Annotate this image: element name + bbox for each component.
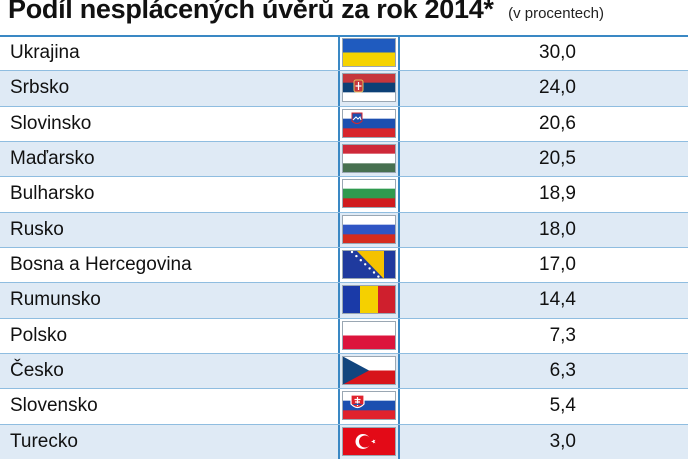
value-cell: 14,4 — [539, 289, 576, 311]
serbia-flag-icon — [342, 73, 396, 103]
country-name: Bosna a Hercegovina — [10, 254, 192, 275]
value-cell: 24,0 — [539, 77, 576, 99]
table-top-rule — [0, 35, 688, 37]
bosnia-flag-icon — [342, 250, 396, 279]
data-table: Turecko 3,0 Slovensko 5,4 Česko 6,3 Polsko … — [0, 35, 688, 459]
table-row: Rumunsko 14,4 — [0, 282, 688, 318]
row-divider — [0, 388, 688, 390]
value-cell: 20,5 — [539, 148, 576, 169]
value-cell: 17,0 — [539, 254, 576, 275]
country-name: Ukrajina — [10, 42, 80, 63]
romania-flag-icon — [342, 285, 396, 315]
table-row: Srbsko 24,0 — [0, 70, 688, 106]
table-row: Ukrajina 30,0 — [0, 35, 688, 70]
country-name: Srbsko — [10, 77, 70, 99]
russia-flag-icon — [342, 214, 396, 244]
row-divider — [0, 70, 688, 72]
turkey-flag-icon — [342, 426, 396, 456]
table-row: Rusko 18,0 — [0, 211, 688, 247]
row-divider — [0, 423, 688, 425]
value-cell: 6,3 — [549, 360, 576, 381]
row-divider — [0, 353, 688, 354]
chart-header: Podíl nesplácených úvěrů za rok 2014* (v… — [8, 0, 688, 30]
bulgaria-flag-icon — [342, 179, 396, 209]
slovakia-flag-icon — [342, 391, 396, 421]
value-cell: 18,9 — [539, 183, 576, 205]
row-divider — [0, 141, 688, 142]
table-row: Maďarsko 20,5 — [0, 141, 688, 177]
country-name: Rusko — [10, 218, 64, 240]
country-name: Rumunsko — [10, 289, 101, 311]
table-row: Slovinsko 20,6 — [0, 106, 688, 141]
row-divider — [0, 247, 688, 248]
value-cell: 7,3 — [549, 324, 576, 346]
czechia-flag-icon — [342, 356, 396, 385]
ukraine-flag-icon — [342, 38, 396, 67]
country-name: Slovensko — [10, 395, 98, 417]
row-divider — [0, 317, 688, 319]
country-name: Maďarsko — [10, 148, 95, 169]
country-name: Turecko — [10, 430, 78, 452]
value-cell: 3,0 — [549, 430, 576, 452]
table-row: Bulharsko 18,9 — [0, 176, 688, 211]
chart-title: Podíl nesplácených úvěrů za rok 2014* — [8, 0, 494, 24]
row-divider — [0, 105, 688, 107]
table-row: Česko 6,3 — [0, 353, 688, 389]
table-row: Polsko 7,3 — [0, 318, 688, 353]
country-name: Bulharsko — [10, 183, 95, 205]
poland-flag-icon — [342, 320, 396, 350]
row-divider — [0, 211, 688, 213]
table-row: Turecko 3,0 — [0, 423, 688, 459]
value-cell: 20,6 — [539, 112, 576, 134]
country-name: Polsko — [10, 324, 68, 346]
table-row: Slovensko 5,4 — [0, 388, 688, 423]
row-divider — [0, 176, 688, 178]
row-divider — [0, 282, 688, 284]
table-row: Bosna a Hercegovina 17,0 — [0, 247, 688, 282]
slovenia-flag-icon — [342, 108, 396, 138]
hungary-flag-icon — [342, 144, 396, 173]
value-cell: 30,0 — [539, 42, 576, 63]
value-cell: 18,0 — [539, 218, 576, 240]
chart-subtitle: (v procentech) — [508, 5, 604, 22]
value-cell: 5,4 — [549, 395, 576, 417]
country-name: Česko — [10, 360, 64, 381]
country-name: Slovinsko — [10, 112, 92, 134]
